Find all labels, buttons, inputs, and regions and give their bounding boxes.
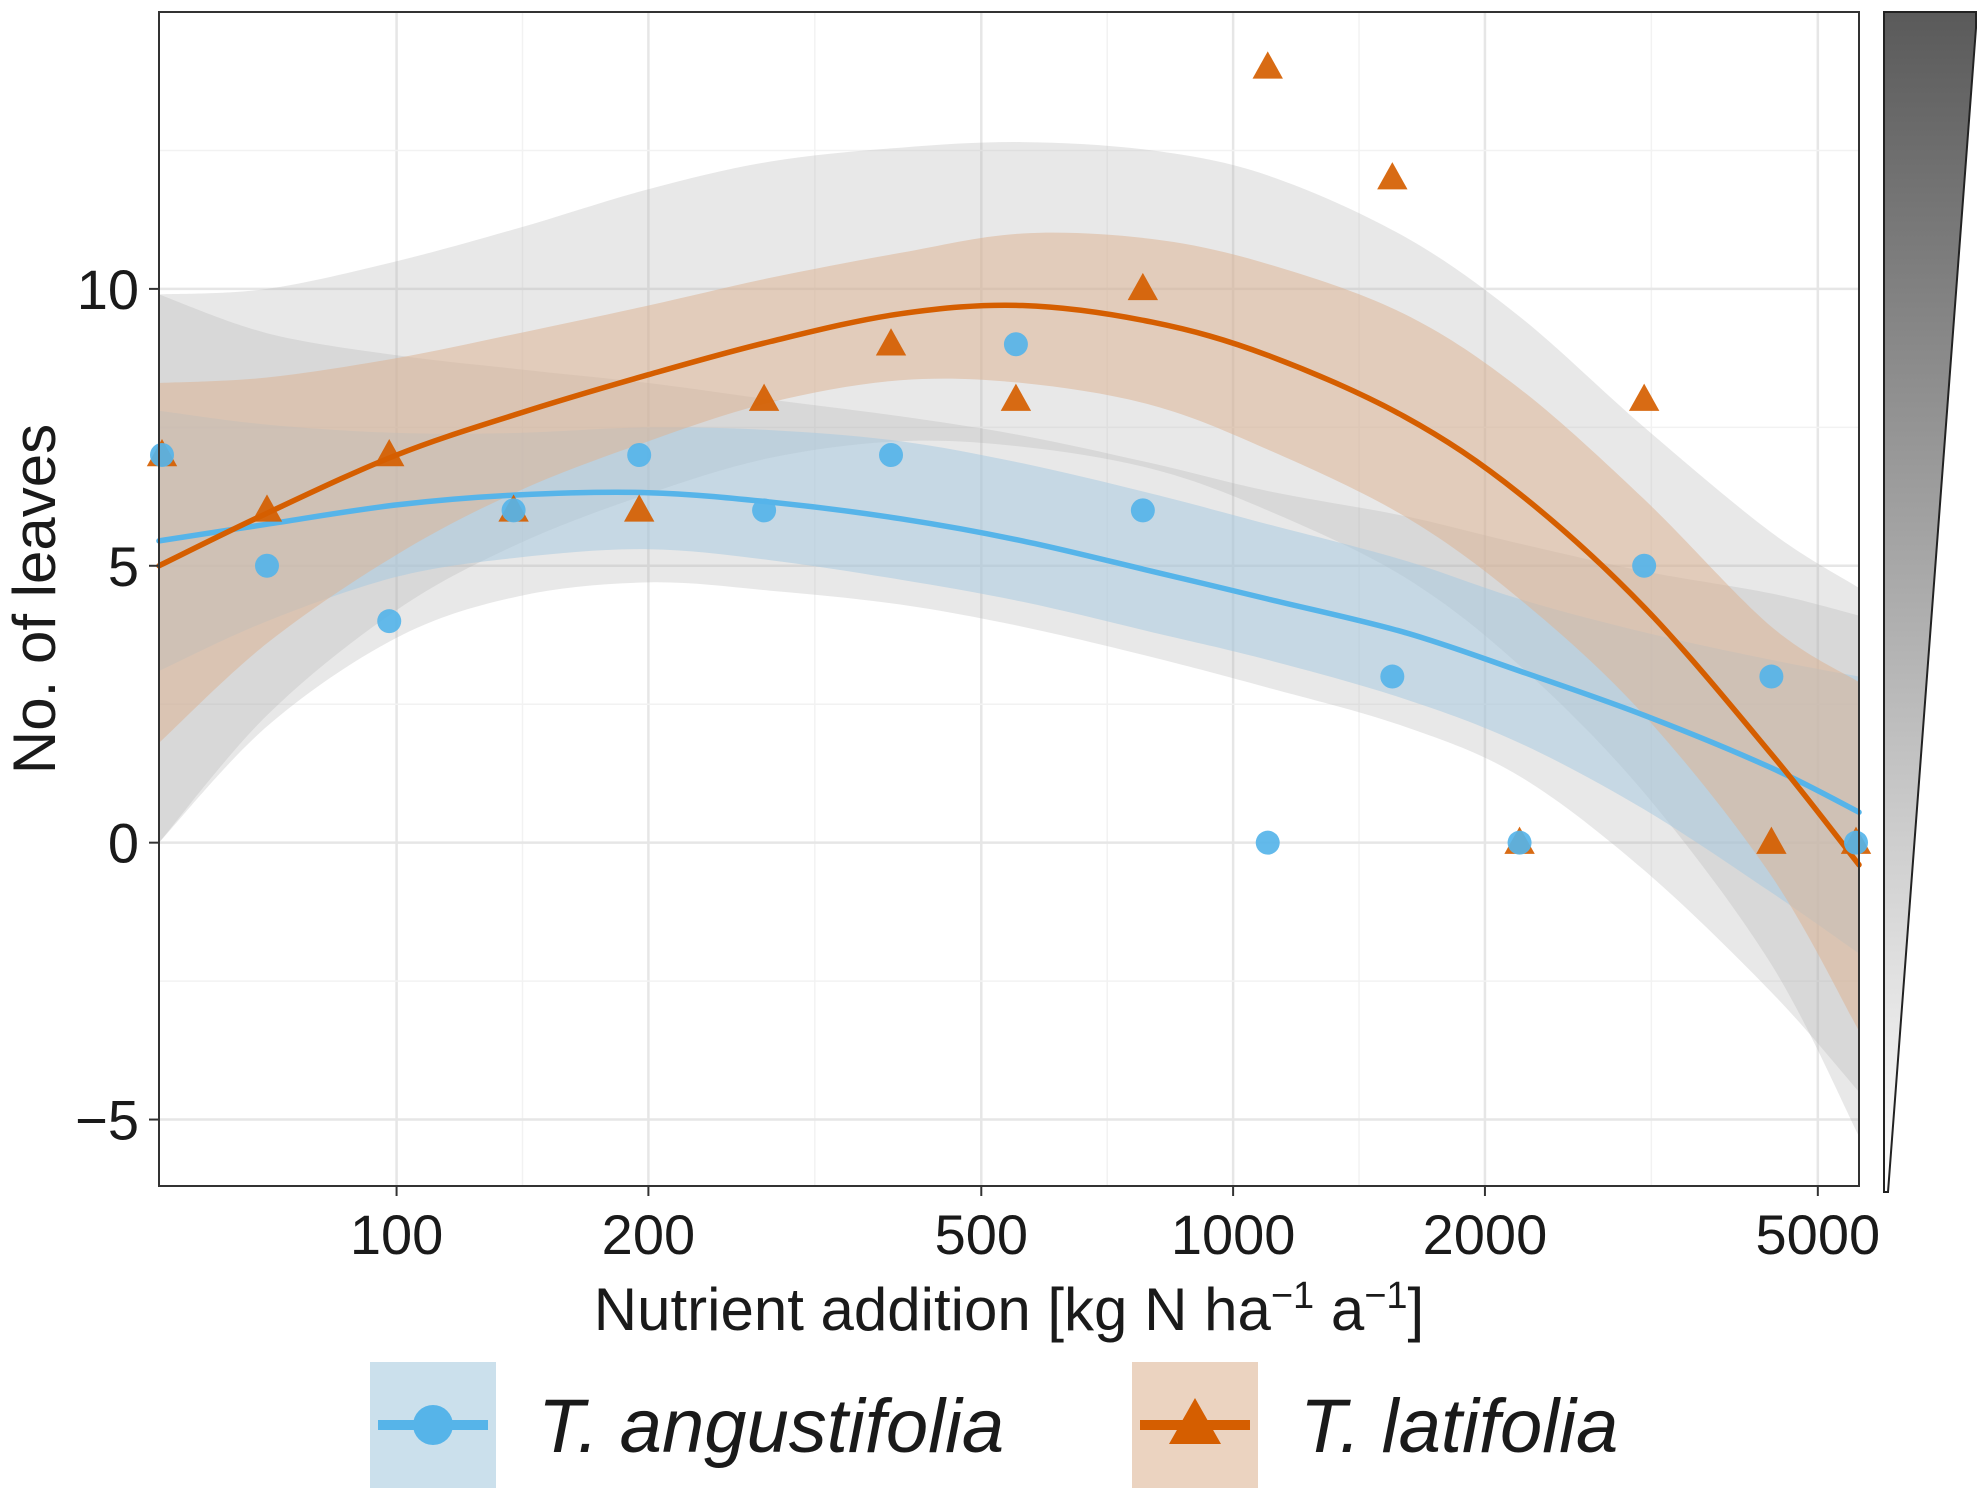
- x-axis: 100 200 500 1000 2000 5000: [350, 1186, 1880, 1266]
- y-tick-label: 0: [108, 812, 139, 875]
- y-axis: −5 0 5 10: [75, 258, 159, 1152]
- point-angustifolia: [377, 609, 402, 634]
- point-angustifolia: [1632, 553, 1657, 578]
- y-tick-label: 10: [77, 258, 139, 321]
- point-angustifolia: [1759, 664, 1784, 689]
- point-latifolia: [1127, 272, 1159, 301]
- x-tick-label: 1000: [1171, 1203, 1296, 1266]
- x-tick-label: 100: [350, 1203, 443, 1266]
- x-axis-title: Nutrient addition [kg N ha−1 a−1]: [594, 1275, 1424, 1343]
- legend-marker-angustifolia: [413, 1405, 453, 1445]
- point-angustifolia: [1130, 498, 1155, 523]
- y-tick-label: 5: [108, 535, 139, 598]
- point-angustifolia: [501, 498, 526, 523]
- x-tick-label: 500: [935, 1203, 1028, 1266]
- fit-lines: [156, 302, 1862, 868]
- point-latifolia: [748, 383, 780, 411]
- legend-label-angustifolia: T. angustifolia: [538, 1384, 1004, 1469]
- point-angustifolia: [1844, 830, 1868, 855]
- x-axis-title-sup-2: −1: [1364, 1275, 1407, 1317]
- point-latifolia: [1252, 51, 1283, 79]
- point-latifolia: [1628, 383, 1660, 411]
- legend-item-angustifolia: T. angustifolia: [370, 1362, 1004, 1488]
- point-angustifolia: [879, 443, 904, 468]
- point-latifolia: [623, 494, 655, 522]
- point-latifolia: [1377, 162, 1408, 190]
- point-latifolia: [251, 494, 283, 522]
- x-tick-label: 2000: [1423, 1203, 1548, 1266]
- confidence-band-angustifolia: [159, 410, 1859, 954]
- fit-line-angustifolia: [156, 489, 1862, 815]
- point-latifolia: [1000, 383, 1032, 411]
- fit-line-latifolia: [156, 302, 1862, 868]
- x-tick-label: 200: [602, 1203, 695, 1266]
- point-latifolia: [875, 328, 907, 356]
- plot-border: [158, 11, 1860, 1187]
- point-angustifolia: [752, 498, 777, 523]
- point-angustifolia: [150, 443, 174, 468]
- y-axis-title: No. of leaves: [1, 424, 68, 774]
- data-points: [146, 51, 1872, 855]
- point-angustifolia: [254, 553, 279, 578]
- point-angustifolia: [1255, 830, 1280, 855]
- x-axis-title-sup-1: −1: [1271, 1275, 1314, 1317]
- legend: T. angustifolia T. latifolia: [370, 1362, 1618, 1488]
- point-latifolia: [374, 439, 405, 467]
- point-angustifolia: [1380, 664, 1405, 689]
- legend-item-latifolia: T. latifolia: [1132, 1362, 1618, 1488]
- point-angustifolia: [627, 443, 652, 468]
- x-tick-label: 5000: [1756, 1203, 1881, 1266]
- point-angustifolia: [1507, 830, 1532, 855]
- gradient-wedge: [1883, 11, 1977, 1193]
- point-angustifolia: [1003, 332, 1028, 357]
- y-tick-label: −5: [75, 1089, 139, 1152]
- legend-marker-latifolia: [1169, 1398, 1221, 1444]
- legend-label-latifolia: T. latifolia: [1300, 1384, 1618, 1469]
- point-latifolia: [1756, 826, 1787, 854]
